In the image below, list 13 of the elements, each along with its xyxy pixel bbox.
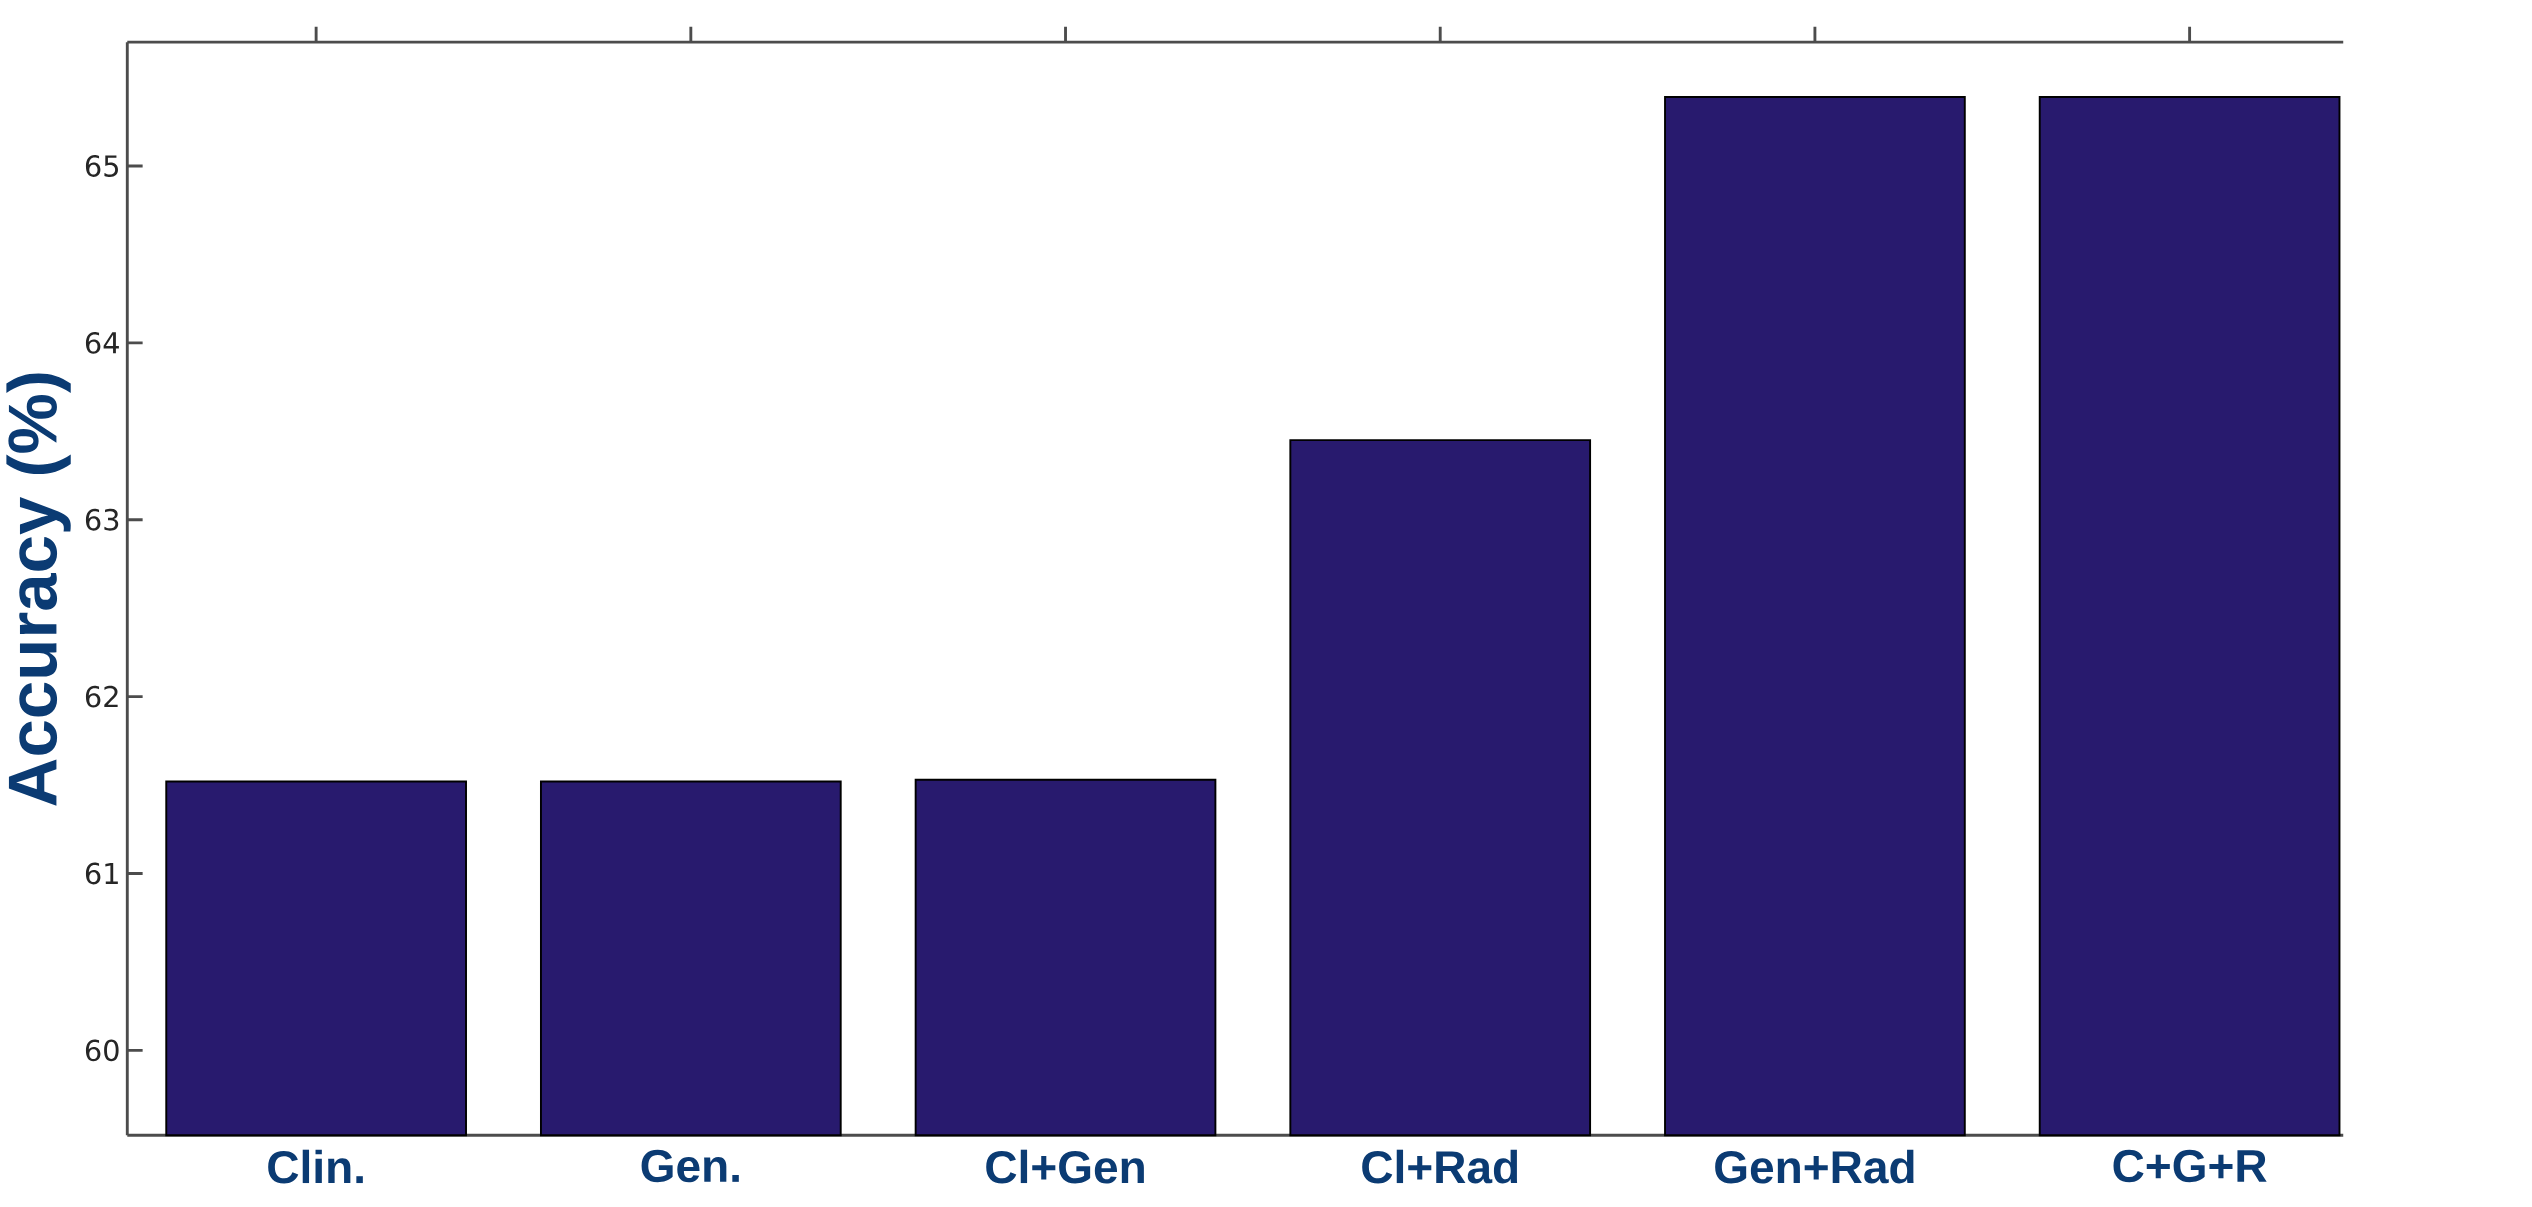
x-tick-label: Gen+Rad: [1715, 1149, 1914, 1184]
x-tick-label: C+G+R: [2113, 1149, 2267, 1183]
y-tick-label: 64: [85, 331, 119, 354]
y-tick-label: 63: [85, 508, 119, 531]
x-tick-label: Gen.: [641, 1149, 739, 1183]
x-tick-label: Cl+Gen: [986, 1149, 1144, 1184]
y-axis-title: Accuracy (%): [6, 373, 71, 806]
y-tick-label: 61: [85, 862, 118, 885]
x-tick-label: Cl+Rad: [1362, 1149, 1518, 1184]
y-tick-label: 65: [85, 155, 118, 177]
y-tick-label: 60: [85, 1039, 119, 1062]
x-tick-label: Clin.: [268, 1149, 363, 1184]
y-tick-label: 62: [85, 685, 118, 708]
